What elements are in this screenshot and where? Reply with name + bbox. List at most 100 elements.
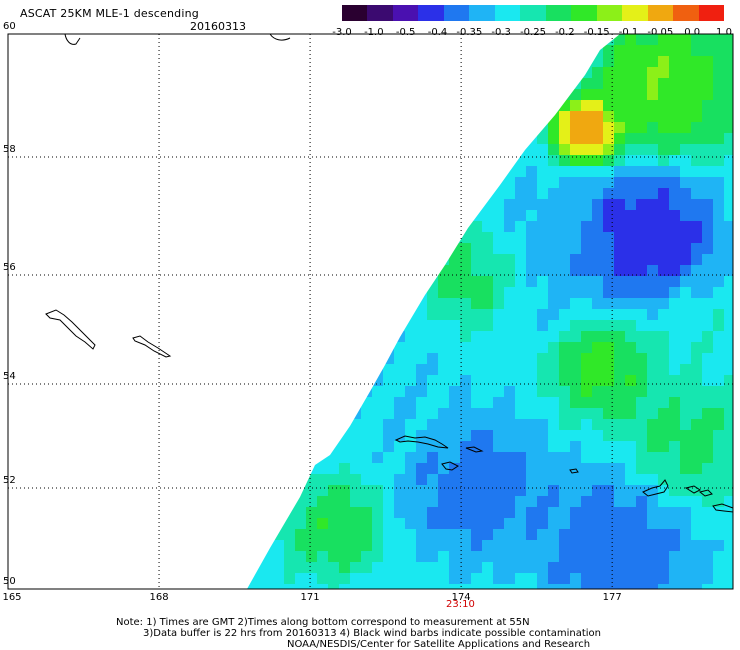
data-cell — [273, 133, 284, 144]
data-cell — [515, 529, 526, 540]
data-cell — [724, 573, 733, 584]
data-cell — [361, 188, 372, 199]
data-cell — [328, 166, 339, 177]
data-cell — [636, 408, 647, 419]
data-cell — [581, 155, 592, 166]
data-cell — [339, 298, 350, 309]
data-cell — [636, 518, 647, 529]
data-cell — [526, 430, 537, 441]
data-cell — [636, 353, 647, 364]
data-cell — [251, 111, 262, 122]
data-cell — [724, 507, 733, 518]
data-cell — [482, 276, 493, 287]
data-cell — [680, 573, 691, 584]
data-cell — [625, 199, 636, 210]
data-cell — [537, 430, 548, 441]
data-cell — [702, 122, 713, 133]
data-cell — [647, 518, 658, 529]
coastline — [269, 33, 291, 41]
data-cell — [361, 254, 372, 265]
data-cell — [537, 364, 548, 375]
data-cell — [405, 254, 416, 265]
data-cell — [460, 551, 471, 562]
data-cell — [559, 342, 570, 353]
data-cell — [317, 276, 328, 287]
data-cell — [625, 562, 636, 573]
colorbar-swatch — [367, 5, 393, 21]
data-cell — [328, 529, 339, 540]
data-cell — [515, 243, 526, 254]
data-cell — [247, 507, 251, 518]
data-cell — [614, 188, 625, 199]
data-cell — [548, 342, 559, 353]
data-cell — [460, 56, 471, 67]
data-cell — [394, 78, 405, 89]
data-cell — [526, 452, 537, 463]
data-cell — [361, 353, 372, 364]
data-cell — [614, 463, 625, 474]
colorbar-swatch — [698, 5, 725, 21]
data-cell — [251, 573, 262, 584]
data-cell — [361, 298, 372, 309]
data-cell — [317, 474, 328, 485]
data-cell — [570, 584, 581, 589]
data-cell — [691, 430, 702, 441]
data-cell — [383, 166, 394, 177]
data-cell — [328, 144, 339, 155]
data-cell — [691, 485, 702, 496]
data-cell — [295, 507, 306, 518]
data-cell — [284, 584, 295, 589]
data-cell — [251, 254, 262, 265]
data-cell — [438, 144, 449, 155]
data-cell — [416, 452, 427, 463]
data-cell — [548, 276, 559, 287]
data-cell — [647, 155, 658, 166]
data-cell — [427, 441, 438, 452]
data-cell — [504, 364, 515, 375]
data-cell — [317, 463, 328, 474]
data-cell — [471, 529, 482, 540]
data-cell — [383, 364, 394, 375]
data-cell — [482, 397, 493, 408]
data-cell — [306, 177, 317, 188]
data-cell — [647, 243, 658, 254]
data-cell — [416, 155, 427, 166]
data-cell — [713, 78, 724, 89]
data-cell — [658, 331, 669, 342]
data-cell — [251, 518, 262, 529]
data-cell — [372, 507, 383, 518]
data-cell — [515, 221, 526, 232]
data-cell — [559, 408, 570, 419]
latitude-label: 56 — [3, 262, 16, 273]
data-cell — [537, 474, 548, 485]
data-cell — [680, 463, 691, 474]
data-cell — [570, 144, 581, 155]
data-cell — [548, 507, 559, 518]
data-cell — [460, 298, 471, 309]
data-cell — [713, 485, 724, 496]
data-cell — [317, 419, 328, 430]
data-cell — [427, 342, 438, 353]
data-cell — [614, 320, 625, 331]
data-cell — [273, 166, 284, 177]
data-cell — [350, 353, 361, 364]
data-cell — [592, 254, 603, 265]
data-cell — [251, 320, 262, 331]
note-line-3: NOAA/NESDIS/Center for Satellite Applica… — [287, 639, 591, 650]
data-cell — [570, 419, 581, 430]
data-cell — [713, 496, 724, 507]
data-cell — [504, 397, 515, 408]
data-cell — [427, 122, 438, 133]
data-cell — [361, 67, 372, 78]
data-cell — [460, 562, 471, 573]
data-cell — [339, 111, 350, 122]
data-cell — [262, 342, 273, 353]
data-cell — [515, 100, 526, 111]
data-cell — [713, 397, 724, 408]
data-cell — [658, 298, 669, 309]
data-cell — [515, 551, 526, 562]
data-cell — [317, 45, 328, 56]
data-cell — [449, 67, 460, 78]
data-cell — [295, 100, 306, 111]
data-cell — [416, 45, 427, 56]
